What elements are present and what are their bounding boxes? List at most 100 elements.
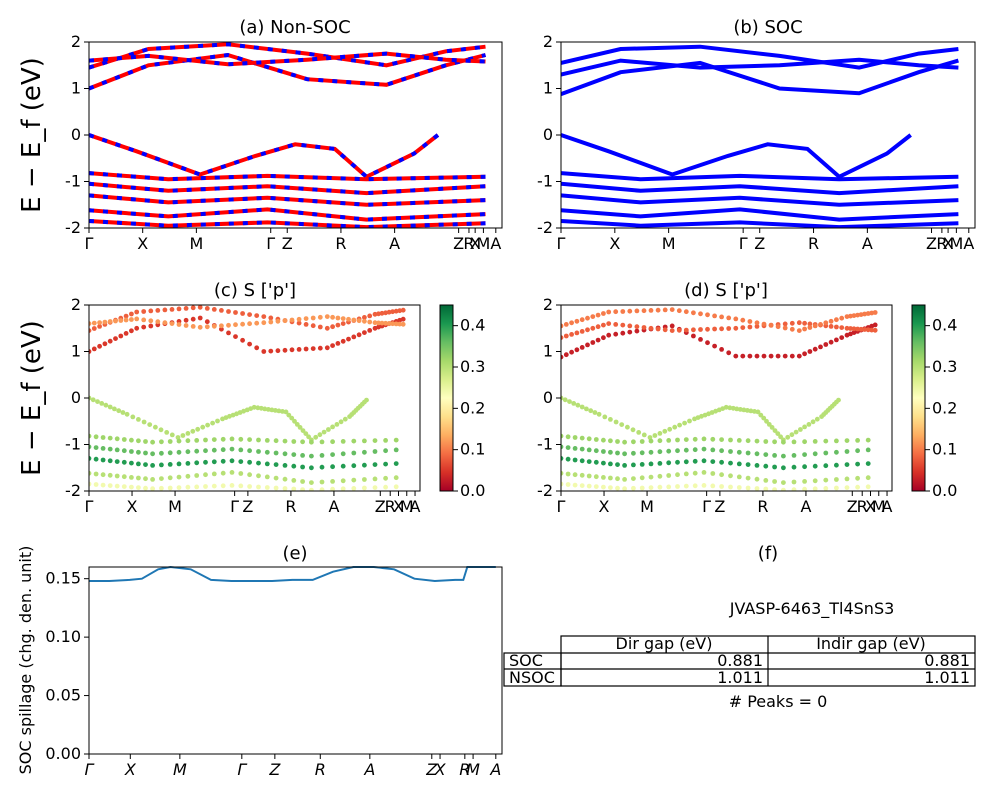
- scatter-point: [712, 313, 717, 319]
- scatter-point: [247, 459, 253, 465]
- scatter-point: [585, 342, 590, 348]
- scatter-point: [175, 435, 181, 440]
- scatter-point: [159, 462, 164, 468]
- scatter-point: [593, 437, 599, 442]
- scatter-point: [330, 486, 335, 491]
- scatter-point: [622, 486, 627, 491]
- scatter-point: [738, 407, 743, 412]
- scatter-point: [807, 349, 813, 354]
- scatter-point: [306, 434, 311, 440]
- scatter-point: [330, 452, 335, 457]
- scatter-point: [648, 325, 654, 331]
- scatter-point: [185, 461, 191, 466]
- band-line: [89, 171, 486, 182]
- scatter-point: [89, 349, 92, 354]
- scatter-point: [692, 483, 698, 489]
- scatter-point: [648, 308, 654, 313]
- scatter-point: [865, 461, 871, 466]
- scatter-point: [572, 446, 578, 451]
- scatter-point: [129, 317, 134, 322]
- scatter-point: [667, 426, 673, 432]
- scatter-point: [764, 418, 769, 424]
- scatter-point: [300, 487, 305, 491]
- scatter-point: [579, 329, 585, 334]
- scatter-point: [100, 435, 106, 440]
- scatter-point: [620, 322, 626, 328]
- scatter-point: [116, 408, 122, 414]
- scatter-point: [393, 437, 399, 443]
- y-tick-label: 0: [543, 125, 553, 144]
- scatter-point: [340, 316, 346, 321]
- title-c: (c) S ['p']: [214, 280, 296, 301]
- x-tick-label: X: [124, 760, 137, 779]
- scatter-point: [818, 322, 823, 327]
- scatter-point: [169, 432, 175, 438]
- scatter-point: [310, 315, 316, 321]
- scatter-point: [379, 320, 385, 326]
- colorbar-tick-label: 0.3: [932, 357, 957, 376]
- x-tick-label: X: [393, 497, 404, 516]
- scatter-point: [203, 448, 208, 454]
- y-tick-label: -1: [537, 435, 553, 454]
- scatter-point: [169, 321, 175, 326]
- scatter-point: [710, 483, 716, 489]
- scatter-point: [91, 346, 97, 352]
- title-d: (d) S ['p']: [684, 280, 768, 301]
- scatter-point: [561, 470, 564, 476]
- scatter-point: [215, 418, 220, 424]
- scatter-point: [319, 439, 325, 445]
- scatter-point: [176, 485, 182, 490]
- scatter-point: [823, 477, 829, 483]
- scatter-point: [330, 479, 335, 484]
- scatter-point: [796, 320, 802, 326]
- scatter-point: [238, 447, 244, 453]
- scatter-point: [595, 324, 601, 330]
- scatter-points: [89, 305, 406, 491]
- scatter-point: [669, 328, 675, 333]
- scatter-point: [297, 425, 303, 430]
- scatter-point: [812, 439, 818, 444]
- scatter-point: [164, 430, 170, 435]
- scatter-point: [785, 434, 791, 440]
- scatter-point: [324, 345, 330, 351]
- scatter-point: [112, 406, 117, 412]
- scatter-point: [372, 476, 378, 482]
- scatter-point: [590, 325, 596, 331]
- scatter-point: [675, 472, 680, 478]
- scatter-point: [372, 462, 378, 467]
- scatter-point: [300, 479, 305, 484]
- scatter-point: [575, 402, 581, 408]
- scatter-point: [280, 409, 285, 414]
- scatter-point: [608, 461, 613, 467]
- scatter-point: [586, 436, 592, 442]
- scatter-point: [691, 327, 696, 333]
- scatter-point: [256, 460, 261, 466]
- band-line: [89, 181, 486, 196]
- scatter-point: [648, 474, 654, 480]
- scatter-point: [701, 470, 707, 475]
- scatter-point: [296, 316, 302, 322]
- colorbar-tick-label: 0.0: [460, 481, 485, 500]
- y-axis-label: SOC spillage (chg. den. unit): [16, 546, 35, 775]
- scatter-point: [601, 311, 606, 316]
- scatter-point: [740, 317, 746, 323]
- scatter-point: [268, 319, 274, 325]
- scatter-point: [634, 328, 640, 334]
- scatter-point: [775, 353, 781, 359]
- scatter-point: [113, 318, 118, 324]
- scatter-point: [162, 320, 168, 326]
- scatter-point: [585, 315, 590, 321]
- scatter-point: [747, 319, 753, 324]
- scatter-point: [745, 450, 751, 456]
- scatter-point: [303, 431, 309, 436]
- scatter-point: [772, 453, 777, 458]
- x-tick-label: R: [459, 760, 470, 779]
- scatter-point: [124, 411, 130, 417]
- table-col-indir-gap: Indir gap (eV): [816, 634, 926, 653]
- scatter-point: [763, 439, 769, 444]
- scatter-point: [89, 395, 92, 401]
- y-tick-label: 2: [71, 32, 81, 51]
- scatter-point: [97, 320, 102, 325]
- scatter-point: [269, 407, 275, 413]
- scatter-point: [194, 473, 200, 478]
